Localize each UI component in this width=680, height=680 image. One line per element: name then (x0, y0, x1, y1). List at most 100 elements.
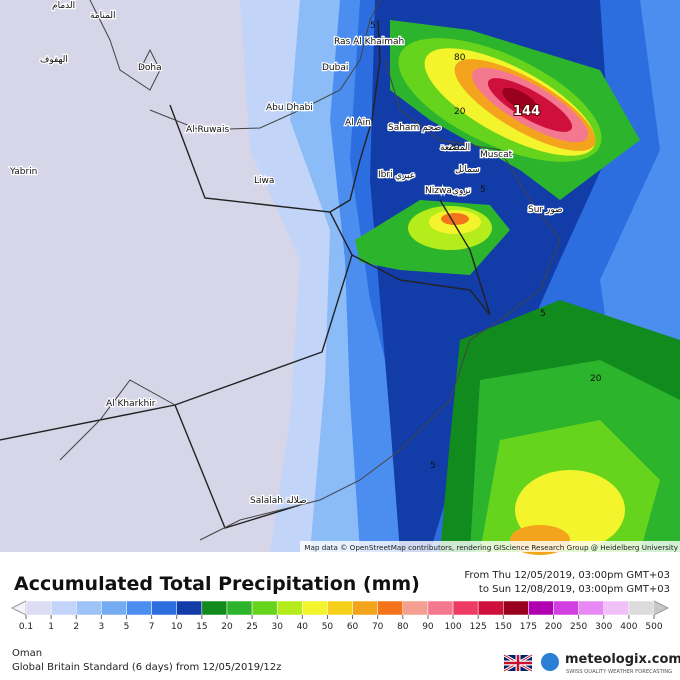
place-label: Salalah (250, 496, 283, 506)
place-label: Dubai (322, 63, 348, 73)
scale-label: 10 (171, 622, 183, 632)
place-labels: الدمام المنامة الهفوف Doha Ras Al Khaima… (8, 0, 564, 507)
footer: Oman Global Britain Standard (6 days) fr… (12, 648, 680, 675)
scale-label: 5 (124, 622, 130, 632)
period-to: to Sun 12/08/2019, 03:00pm GMT+03 (479, 584, 670, 595)
scale-label: 3 (98, 622, 104, 632)
scale-swatch (201, 600, 228, 616)
scale-swatch (402, 600, 429, 616)
contour-label: 80 (454, 53, 466, 63)
scale-label: 2 (73, 622, 79, 632)
scale-swatch (327, 600, 353, 616)
scale-arrow (10, 600, 27, 616)
place-label: Ras Al Khaimah (334, 37, 404, 47)
place-label: صور (545, 205, 563, 215)
place-label: صلالة (286, 496, 307, 506)
scale-label: 175 (520, 622, 537, 632)
contour-label: 20 (454, 107, 466, 117)
place-label: Muscat (480, 150, 513, 160)
period-from: From Thu 12/05/2019, 03:00pm GMT+03 (464, 570, 670, 581)
legend: Accumulated Total Precipitation (mm) Fro… (10, 570, 670, 632)
scale-label: 50 (322, 622, 334, 632)
scale-swatch (352, 600, 378, 616)
coastline (59, 0, 561, 541)
scale-label: 400 (620, 622, 637, 632)
scale-label: 100 (444, 622, 461, 632)
place-label: Liwa (254, 176, 274, 186)
place-label: عبري (395, 171, 415, 181)
contour-label: 5 (480, 185, 486, 195)
scale-label: 20 (221, 622, 233, 632)
place-label: الدمام (52, 1, 75, 11)
scale-swatch (302, 600, 328, 616)
scale-swatch (452, 600, 479, 616)
place-label: الهفوف (40, 55, 68, 65)
scale-label: 1 (48, 622, 54, 632)
scale-label: 30 (271, 622, 283, 632)
scale-label: 40 (297, 622, 309, 632)
scale-swatch (553, 600, 579, 616)
scale-swatch (251, 600, 278, 616)
contour-label: 5 (370, 21, 376, 31)
scale-swatch (176, 600, 203, 616)
scale-label: 200 (545, 622, 562, 632)
scale-swatch (75, 600, 102, 616)
scale-label: 90 (422, 622, 434, 632)
scale-swatch (50, 600, 77, 616)
place-label: سمائل (455, 165, 480, 175)
scale-swatch (276, 600, 303, 616)
place-label: المنامة (90, 11, 116, 21)
scale-swatch (25, 600, 52, 616)
scale-label: 0.1 (19, 622, 33, 632)
scale-label: 15 (196, 622, 207, 632)
scale-arrow (653, 600, 670, 616)
place-label: Al Ain (345, 118, 371, 128)
place-label: Al Kharkhir (106, 399, 156, 409)
scale-swatch (427, 600, 454, 616)
scale-swatch (503, 600, 529, 616)
scale-swatch (151, 600, 177, 616)
legend-title: Accumulated Total Precipitation (mm) (14, 573, 420, 595)
flag (503, 653, 533, 673)
scale-label: 125 (470, 622, 487, 632)
place-label: نزوى (452, 186, 471, 196)
scale-swatch (377, 600, 404, 616)
scale-swatch (477, 600, 504, 616)
scale-label: 150 (495, 622, 512, 632)
map: الدمام المنامة الهفوف Doha Ras Al Khaima… (0, 0, 680, 555)
place-label: Saham (388, 123, 419, 133)
attribution: Map data © OpenStreetMap contributors, r… (304, 543, 678, 552)
scale-swatch (226, 600, 253, 616)
rain-area (502, 87, 538, 113)
scale-label: 25 (246, 622, 257, 632)
scale-swatch (603, 600, 630, 616)
contour-labels: 144 80 20 20 5 5 5 20 5 (370, 21, 602, 471)
logo-icon (541, 653, 559, 671)
scale-swatch (628, 600, 655, 616)
contour-label: 20 (448, 143, 460, 153)
region: Oman (12, 648, 42, 659)
color-scale: 0.1 1 2 3 5 7 10 15 20 25 30 40 50 60 70 80 90 100 125 150 1… (10, 600, 670, 632)
place-label: Abu Dhabi (266, 103, 313, 113)
contour-label: 20 (590, 374, 602, 384)
contour-label: 144 (513, 104, 540, 119)
scale-swatch (101, 600, 127, 616)
scale-swatch (528, 600, 554, 616)
contour-label: 5 (430, 461, 436, 471)
scale-label: 70 (372, 622, 384, 632)
rain-area (441, 213, 469, 225)
place-label: صحم (422, 123, 441, 133)
place-label: Al Ruwais (186, 125, 229, 135)
scale-swatch (578, 600, 605, 616)
scale-label: 500 (645, 622, 662, 632)
scale-label: 60 (347, 622, 359, 632)
place-label: Nizwa (425, 186, 452, 196)
place-label: Ibri (378, 170, 393, 180)
place-label: Yabrin (9, 167, 37, 177)
place-label: Doha (138, 63, 162, 73)
scale-label: 300 (595, 622, 612, 632)
scale-label: 7 (149, 622, 155, 632)
place-label: Sur (528, 205, 543, 215)
attribution-bg (300, 541, 680, 552)
